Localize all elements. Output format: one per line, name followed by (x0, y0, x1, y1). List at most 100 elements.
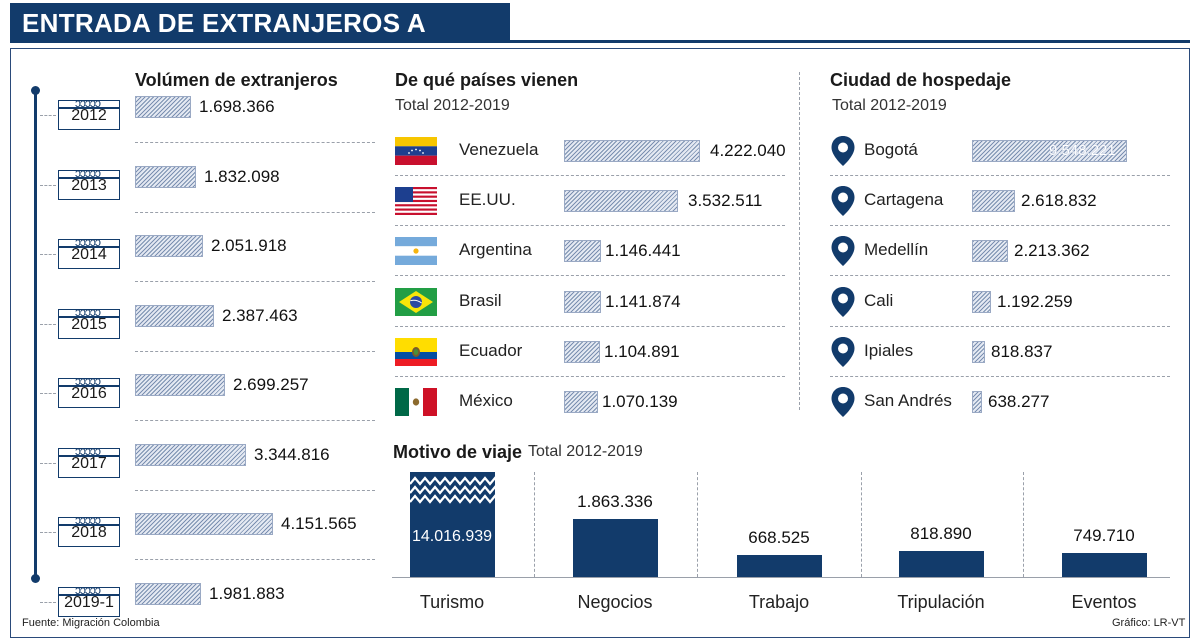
row-separator (135, 350, 375, 352)
countries-header: De qué países vienen (395, 70, 579, 90)
calendar-rings-icon: ↄↄↄↄↄ (75, 96, 101, 110)
baseline (392, 577, 1170, 578)
year-tick (40, 601, 56, 603)
city-bar (972, 391, 982, 413)
country-value: 1.141.874 (605, 291, 681, 311)
year-bar (135, 374, 225, 396)
argentina-flag-icon (395, 237, 437, 266)
year-label: 2015 (71, 315, 107, 333)
city-bar (972, 190, 1015, 213)
motive-label: Trabajo (748, 592, 810, 612)
year-bar (135, 443, 246, 466)
motive-bar (572, 519, 658, 577)
brazil-flag-icon (395, 287, 437, 316)
timeline-spine (34, 90, 37, 580)
year-value: 2.699.257 (233, 375, 309, 394)
calendar-binding (59, 246, 119, 248)
motive-bar (898, 551, 984, 577)
calendar-binding (59, 454, 119, 457)
ecuador-flag-icon (395, 337, 437, 366)
row-separator (135, 281, 375, 282)
city-name: Cali (864, 290, 894, 310)
city-bar (972, 240, 1008, 263)
country-name: Venezuela (459, 140, 539, 159)
credit-note: Gráfico: LR-VT (1112, 617, 1186, 629)
year-label: 2012 (71, 107, 107, 124)
year-label: 2014 (71, 246, 107, 263)
year-bar (135, 582, 201, 605)
city-value: 1.192.259 (997, 291, 1073, 311)
motive-value: 818.890 (910, 524, 972, 543)
column-separator (1023, 472, 1024, 577)
calendar-icon: ↄↄↄↄↄ 2016 (58, 374, 120, 408)
year-label: 2018 (71, 524, 107, 541)
row-separator (395, 175, 785, 176)
header-bar: ENTRADA DE EXTRANJEROS A COLOMBIA (0, 0, 1200, 78)
calendar-rings-icon: ↄↄↄↄↄ (75, 374, 101, 388)
year-bar (135, 96, 191, 118)
country-value: 3.532.511 (688, 191, 763, 211)
source-note: Fuente: Migración Colombia (22, 617, 160, 629)
row-separator (135, 211, 375, 213)
break-zigzag-icon (409, 476, 495, 504)
country-name: EE.UU. (459, 190, 516, 210)
column-separator (534, 472, 535, 577)
year-tick (40, 115, 56, 116)
country-name: Brasil (459, 290, 502, 310)
page-title: ENTRADA DE EXTRANJEROS A COLOMBIA (10, 3, 510, 78)
motive-value: 749.710 (1073, 526, 1135, 545)
row-separator (395, 225, 785, 227)
city-name: Ipiales (864, 340, 914, 360)
country-bar (564, 391, 598, 413)
city-name: Cartagena (864, 190, 944, 210)
country-value: 1.070.139 (602, 392, 678, 411)
mexico-flag-icon (395, 388, 437, 416)
city-bar (972, 290, 991, 313)
location-pin-icon (830, 235, 856, 267)
calendar-icon: ↄↄↄↄↄ 2013 (58, 166, 120, 200)
row-separator (830, 175, 1170, 176)
row-separator (395, 275, 785, 277)
infographic-frame (10, 48, 1190, 638)
country-bar (564, 240, 601, 263)
country-value: 1.104.891 (604, 341, 680, 361)
calendar-icon: ↄↄↄↄↄ 2015 (58, 305, 120, 339)
year-label: 2019-1 (64, 593, 114, 611)
motive-value: 14.016.939 (411, 528, 493, 545)
city-value: 2.213.362 (1014, 241, 1090, 261)
calendar-rings-icon: ↄↄↄↄↄ (75, 582, 101, 597)
city-value: 638.277 (988, 392, 1050, 411)
motive-label: Negocios (577, 592, 653, 612)
calendar-icon: ↄↄↄↄↄ 2019-1 (58, 583, 120, 617)
year-value: 4.151.565 (281, 514, 357, 533)
country-value: 1.146.441 (605, 241, 681, 261)
year-label: 2013 (71, 176, 107, 194)
motive-bar (736, 555, 822, 577)
year-label: 2017 (71, 454, 107, 472)
city-value: 9.548.221 (1049, 142, 1116, 159)
title-rule (510, 40, 1190, 43)
city-bar (972, 340, 985, 363)
year-value: 1.981.883 (209, 583, 285, 603)
country-bar (564, 140, 700, 162)
column-separator (861, 472, 862, 577)
calendar-icon: ↄↄↄↄↄ 2017 (58, 444, 120, 478)
row-separator (135, 420, 375, 421)
volume-header: Volúmen de extranjeros (135, 70, 338, 90)
year-tick (40, 254, 56, 255)
year-bar (135, 165, 196, 188)
countries-subtitle: Total 2012-2019 (395, 97, 510, 114)
year-bar (135, 513, 273, 535)
year-value: 2.051.918 (211, 236, 287, 255)
year-label: 2016 (71, 385, 107, 402)
column-separator (697, 472, 698, 577)
motive-value: 668.525 (748, 528, 810, 547)
country-name: Ecuador (459, 340, 523, 360)
location-pin-icon (830, 135, 856, 167)
venezuela-flag-icon (395, 137, 437, 165)
calendar-rings-icon: ↄↄↄↄↄ (75, 304, 101, 319)
timeline-cap-bottom (31, 574, 40, 583)
calendar-rings-icon: ↄↄↄↄↄ (75, 165, 101, 180)
country-name: México (459, 391, 513, 410)
motive-label: Tripulación (897, 592, 985, 612)
